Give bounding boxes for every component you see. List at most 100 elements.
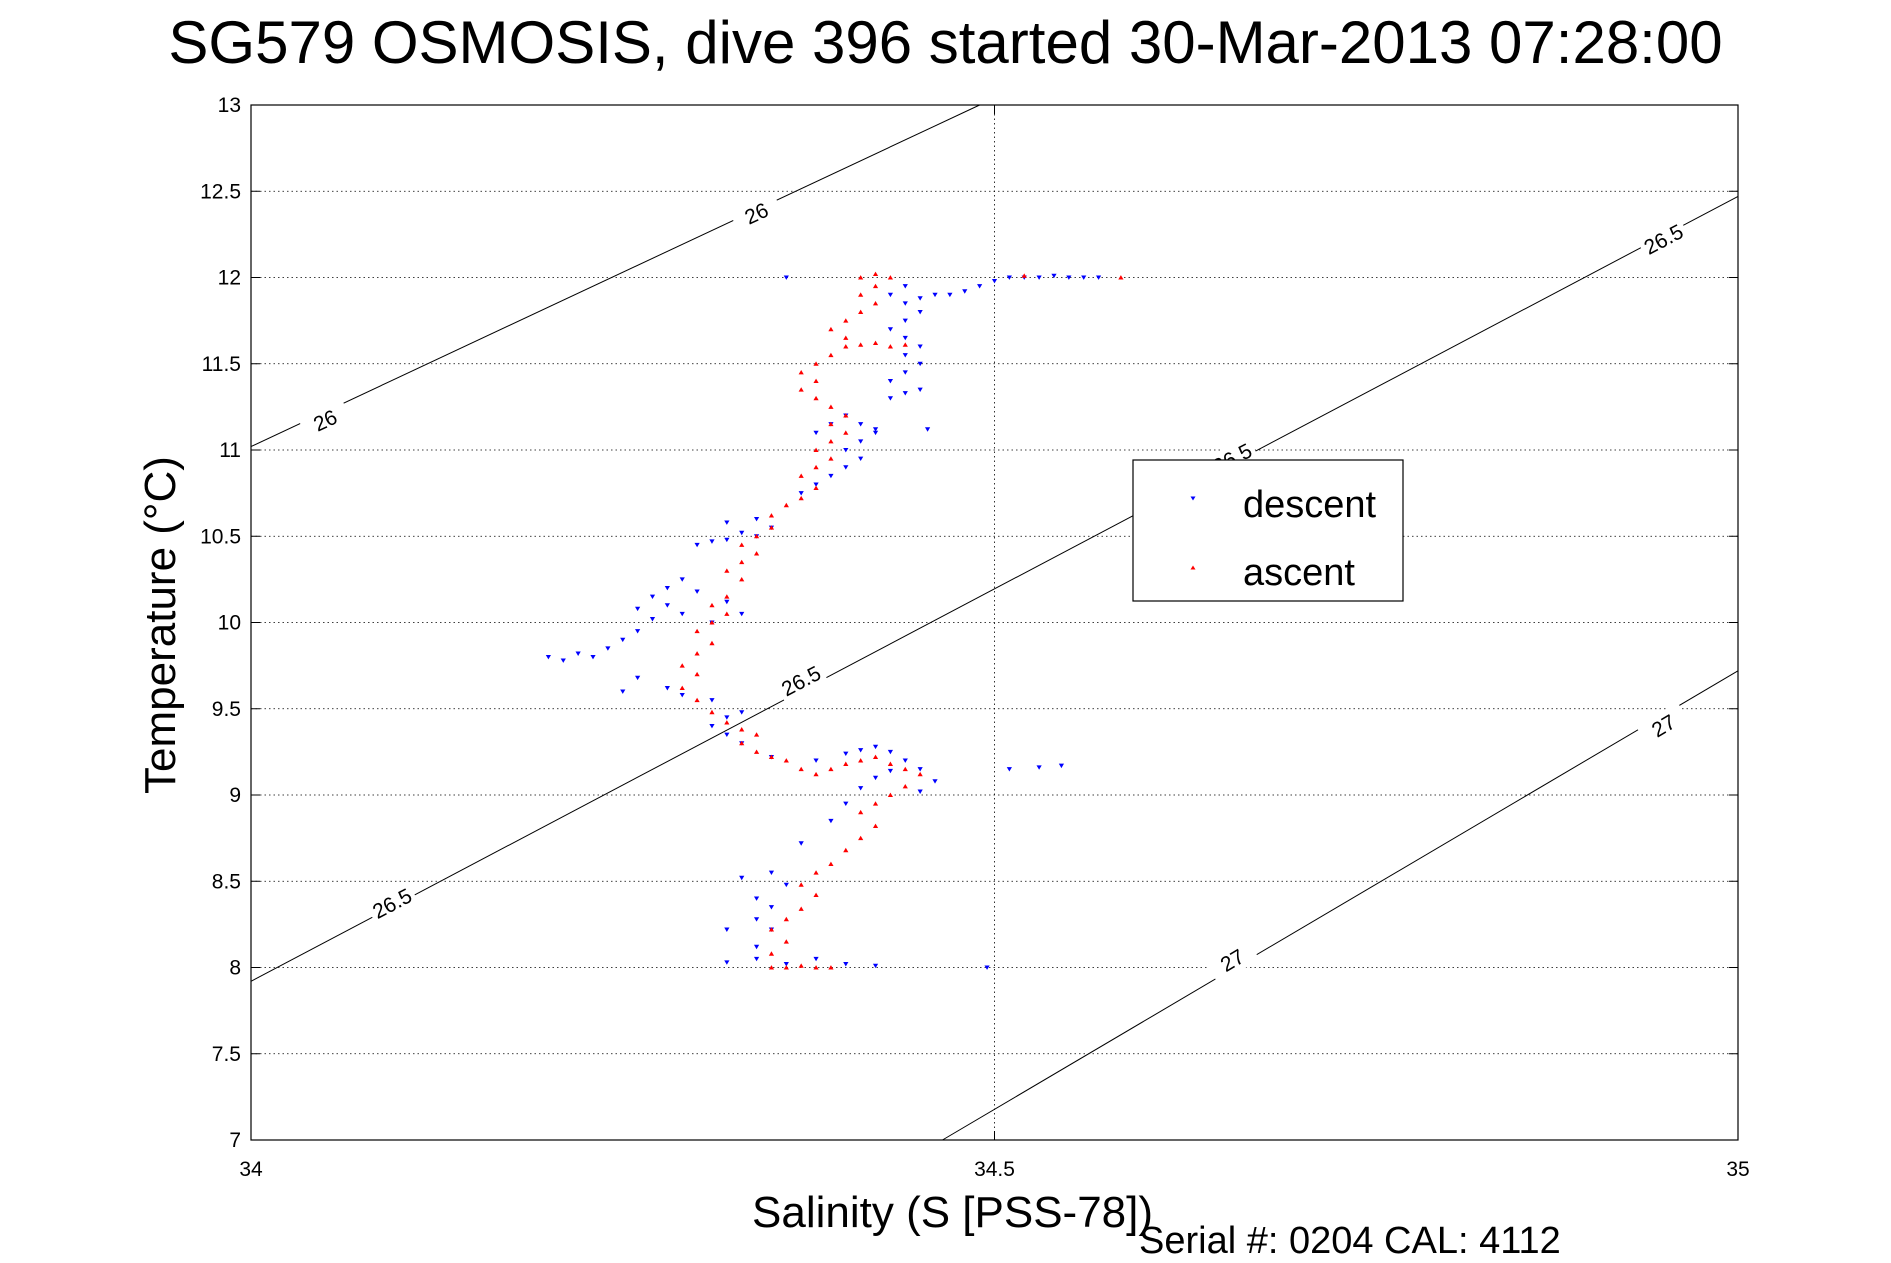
ascent-point: [739, 576, 745, 582]
descent-point: [902, 370, 908, 375]
descent-point: [635, 629, 641, 634]
ascent-point: [813, 378, 819, 383]
ascent-point: [902, 766, 908, 772]
descent-point: [872, 744, 879, 750]
legend: descent ascent: [1132, 459, 1404, 602]
ascent-point: [739, 559, 745, 565]
descent-point: [709, 539, 715, 544]
ascent-point: [724, 720, 730, 725]
ascent-point: [783, 939, 789, 944]
y-tick-label: 12: [218, 267, 241, 290]
descent-point: [724, 960, 730, 965]
ascent-point: [753, 732, 760, 737]
descent-point: [872, 430, 879, 436]
descent-point: [887, 768, 894, 774]
descent-point: [1036, 275, 1042, 280]
ascent-point: [724, 568, 730, 573]
serial-cal-footer: Serial #: 0204 CAL: 4112: [1139, 1220, 1561, 1262]
ascent-point: [798, 495, 804, 501]
x-axis-label: Salinity (S [PSS-78]): [752, 1188, 1154, 1237]
ascent-point: [813, 447, 819, 452]
descent-point: [753, 956, 760, 962]
descent-point: [917, 310, 923, 315]
y-tick-label: 9.5: [212, 698, 241, 721]
descent-point: [798, 491, 804, 496]
ascent-point: [709, 620, 715, 625]
y-tick-label: 8.5: [212, 870, 241, 893]
ascent-point: [813, 485, 819, 490]
descent-point: [813, 430, 819, 436]
descent-point: [635, 675, 641, 681]
ascent-point: [1118, 275, 1124, 280]
descent-point: [753, 917, 760, 922]
contour-label-bg: [1636, 702, 1691, 750]
data-points: [545, 271, 1124, 970]
ascent-point: [872, 271, 879, 277]
descent-point: [932, 292, 938, 298]
descent-point: [753, 944, 760, 950]
ascent-point: [858, 292, 864, 297]
descent-point: [679, 692, 685, 698]
descent-point: [768, 870, 775, 876]
ascent-point: [813, 464, 819, 470]
descent-point: [843, 801, 849, 807]
legend-marker-ascent: [1190, 565, 1196, 570]
descent-point: [977, 284, 983, 289]
series-ascent: [679, 271, 1124, 970]
ascent-point: [828, 404, 834, 409]
descent-point: [664, 686, 670, 691]
descent-point: [887, 749, 894, 755]
descent-point: [724, 599, 730, 605]
ascent-point: [694, 651, 700, 656]
ascent-point: [872, 801, 879, 806]
descent-point: [962, 289, 968, 294]
descent-point: [739, 710, 745, 715]
ascent-point: [813, 965, 819, 970]
density-contour-line: [250, 195, 1739, 982]
ascent-point: [858, 835, 864, 841]
ascent-point: [739, 542, 745, 547]
ascent-point: [798, 369, 804, 375]
descent-point: [887, 292, 894, 298]
descent-point: [724, 927, 730, 932]
y-tick-label: 11.5: [202, 353, 241, 376]
ascent-point: [1021, 273, 1027, 278]
descent-point: [947, 292, 953, 298]
ascent-point: [739, 740, 745, 746]
contour-label-bg: [729, 191, 784, 236]
ascent-point: [709, 640, 715, 646]
grid-layer: [251, 105, 1738, 1140]
density-contour-line: [942, 670, 1739, 1141]
descent-point: [858, 748, 864, 753]
descent-point: [932, 779, 938, 784]
descent-point: [1006, 767, 1012, 772]
x-tick-label: 34: [239, 1158, 263, 1181]
ascent-point: [739, 727, 745, 732]
ascent-point: [798, 387, 804, 392]
descent-point: [753, 517, 760, 522]
ascent-point: [679, 685, 685, 691]
ascent-point: [724, 611, 730, 616]
ascent-point: [798, 906, 804, 911]
ascent-point: [828, 861, 834, 866]
descent-point: [828, 473, 834, 479]
ascent-point: [768, 525, 775, 530]
descent-point: [590, 655, 596, 660]
descent-point: [739, 530, 745, 536]
ascent-point: [872, 300, 879, 306]
ascent-point: [828, 456, 834, 461]
ascent-point: [768, 513, 775, 518]
descent-point: [813, 758, 819, 763]
ascent-point: [872, 754, 879, 760]
ascent-point: [872, 340, 879, 346]
descent-point: [872, 775, 879, 781]
descent-point: [575, 651, 581, 656]
descent-point: [858, 786, 864, 791]
y-tick-label: 10.5: [200, 525, 241, 548]
descent-point: [679, 611, 685, 617]
ascent-point: [783, 916, 789, 922]
contour-label-bg: [1205, 937, 1260, 984]
ascent-point: [858, 342, 864, 347]
descent-point: [984, 965, 990, 970]
